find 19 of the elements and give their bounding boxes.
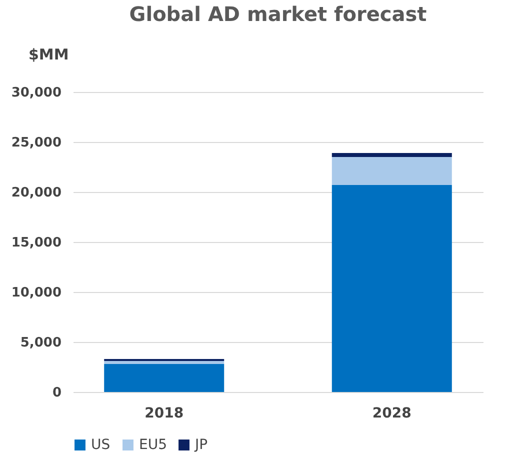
y-tick-label: 0 — [52, 386, 62, 400]
chart-title: Global AD market forecast — [129, 2, 428, 26]
bar — [332, 185, 452, 392]
y-tick-label: 30,000 — [11, 86, 62, 100]
bar — [104, 361, 224, 364]
x-tick-label: 2018 — [144, 406, 184, 422]
y-tick-label: 5,000 — [20, 336, 62, 350]
bar — [332, 153, 452, 157]
y-tick-label: 10,000 — [11, 286, 62, 300]
bar — [332, 157, 452, 185]
y-tick-label: 20,000 — [11, 186, 62, 200]
y-tick-label: 15,000 — [11, 236, 62, 250]
legend-label: JP — [194, 437, 208, 453]
y-axis-title: $MM — [28, 46, 69, 64]
x-tick-label: 2028 — [372, 406, 412, 422]
legend-label: EU5 — [139, 437, 167, 453]
y-tick-label: 25,000 — [11, 136, 62, 150]
legend-label: US — [91, 437, 110, 453]
bar — [104, 364, 224, 392]
